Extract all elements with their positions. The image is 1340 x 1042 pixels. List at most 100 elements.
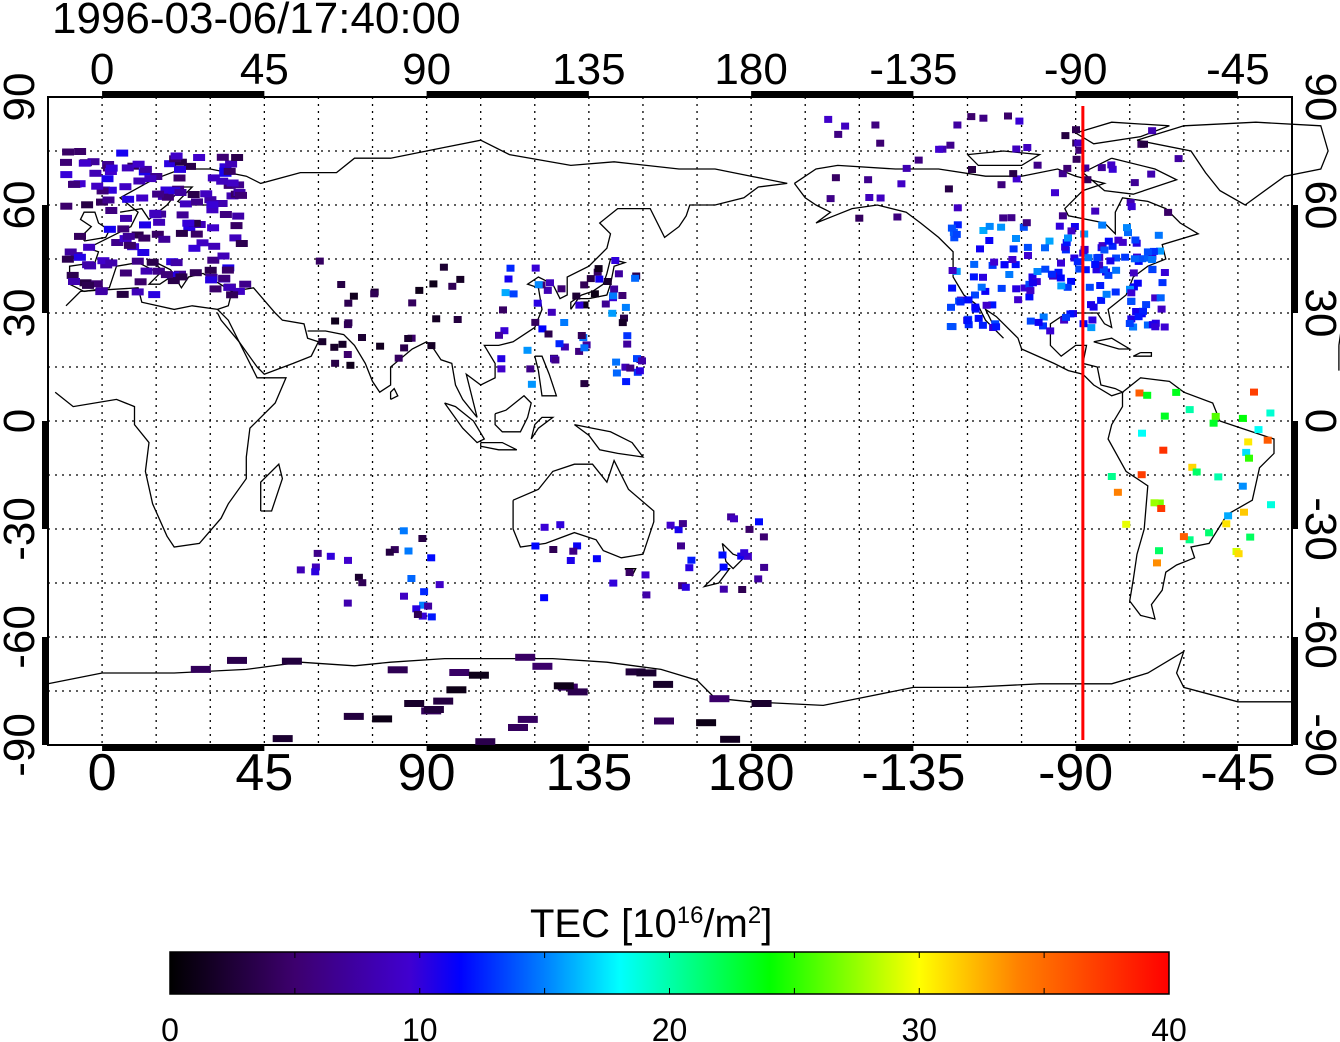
tec-cell [1242, 448, 1251, 456]
tec-cell [119, 183, 132, 191]
tec-cell [543, 286, 552, 294]
tec-cell [532, 662, 553, 670]
tec-cell [74, 148, 87, 155]
tec-cell [754, 575, 763, 583]
tec-cell [508, 724, 528, 731]
tec-cell [997, 223, 1006, 231]
tec-cell [315, 257, 324, 265]
tec-cell [105, 259, 118, 267]
tec-cell [191, 198, 203, 206]
tec-cell [78, 159, 91, 167]
coastline [967, 150, 1042, 167]
tec-cell [449, 669, 470, 676]
tec-cell [1081, 164, 1090, 172]
tec-cell [1062, 313, 1070, 321]
tec-cell [420, 588, 429, 596]
tec-cell [193, 154, 206, 161]
tec-cell [1061, 243, 1070, 251]
tec-cell [497, 355, 506, 363]
tec-cell [569, 547, 578, 555]
tec-cell [423, 706, 444, 713]
tec-cell [170, 259, 183, 267]
tec-cell [140, 267, 153, 275]
tec-cell [834, 130, 843, 138]
left-lat-label: 60 [0, 181, 44, 230]
coastline [1136, 121, 1329, 206]
tec-cell [1134, 313, 1143, 321]
tec-cell [988, 301, 997, 309]
tec-cell [272, 735, 293, 743]
tec-cell [601, 300, 610, 308]
tec-cell [151, 230, 164, 238]
colorbar-title-exponent: 16 [676, 902, 704, 929]
tec-cell [1179, 533, 1188, 541]
tec-cells [60, 112, 1275, 746]
tec-cell [1157, 305, 1166, 313]
tec-cell [1055, 222, 1064, 230]
tec-cell [105, 164, 118, 172]
tec-cell [1107, 161, 1116, 169]
tec-cell [990, 258, 999, 266]
tec-cell [1004, 112, 1012, 120]
tec-cell [111, 239, 124, 246]
tec-cell [1148, 256, 1157, 263]
tec-cell [709, 695, 730, 703]
tec-cell [948, 284, 957, 292]
tec-cell [824, 115, 833, 123]
top-lon-label: -135 [869, 45, 957, 94]
tec-cell [681, 583, 690, 591]
tec-cell [555, 340, 564, 348]
tec-cell [175, 229, 188, 237]
tec-cell [1084, 254, 1093, 262]
tec-cell [1034, 318, 1043, 326]
tec-cell [1155, 499, 1164, 507]
tec-cell [1246, 533, 1255, 541]
tec-cell [517, 715, 538, 723]
tec-cell [677, 542, 685, 550]
tec-cell [1098, 242, 1107, 250]
tec-cell [136, 194, 149, 202]
tec-cell [1039, 322, 1047, 330]
tec-cell [968, 166, 976, 173]
tec-cell [948, 323, 957, 331]
tec-cell [1057, 282, 1066, 290]
tec-cell [902, 164, 911, 172]
top-lon-label: 180 [714, 45, 787, 94]
tec-cell [992, 323, 1001, 331]
tec-cell [1012, 145, 1021, 153]
tec-cell [412, 605, 421, 613]
bottom-lon-label: -45 [1200, 744, 1275, 802]
tec-cell [985, 237, 994, 244]
tec-cell [400, 592, 408, 600]
tec-cell [610, 285, 619, 293]
tec-cell [1039, 313, 1048, 321]
bottom-lon-label: 0 [88, 744, 117, 802]
tec-cell [971, 291, 979, 299]
tec-cell [170, 152, 183, 160]
tec-cell [390, 546, 399, 554]
left-latitude-labels: 90 60 30 0 -30 -60 -90 [0, 73, 44, 777]
tec-cell [182, 219, 195, 227]
tec-cell [1107, 473, 1116, 480]
tec-cell [719, 563, 728, 571]
colorbar-ticks [169, 952, 1170, 994]
tec-cell [90, 280, 103, 288]
top-lon-label: -90 [1044, 45, 1108, 94]
tec-cell [871, 121, 880, 129]
tec-cell [1023, 243, 1032, 251]
tec-cell [1012, 235, 1020, 242]
coastline [574, 423, 645, 458]
tec-cell [685, 564, 694, 572]
colorbar-tick-label: 30 [901, 1012, 937, 1042]
tec-cell [751, 700, 772, 707]
tec-cell [1072, 126, 1080, 134]
colorbar-tick-label: 40 [1151, 1012, 1187, 1042]
top-lon-label: 135 [552, 45, 625, 94]
tec-cell [540, 594, 549, 602]
tec-cell [740, 549, 749, 557]
tec-cell [549, 546, 558, 553]
tec-cell [964, 296, 973, 304]
tec-cell [349, 292, 358, 300]
tec-cell [343, 351, 352, 358]
tec-cell [354, 573, 363, 581]
